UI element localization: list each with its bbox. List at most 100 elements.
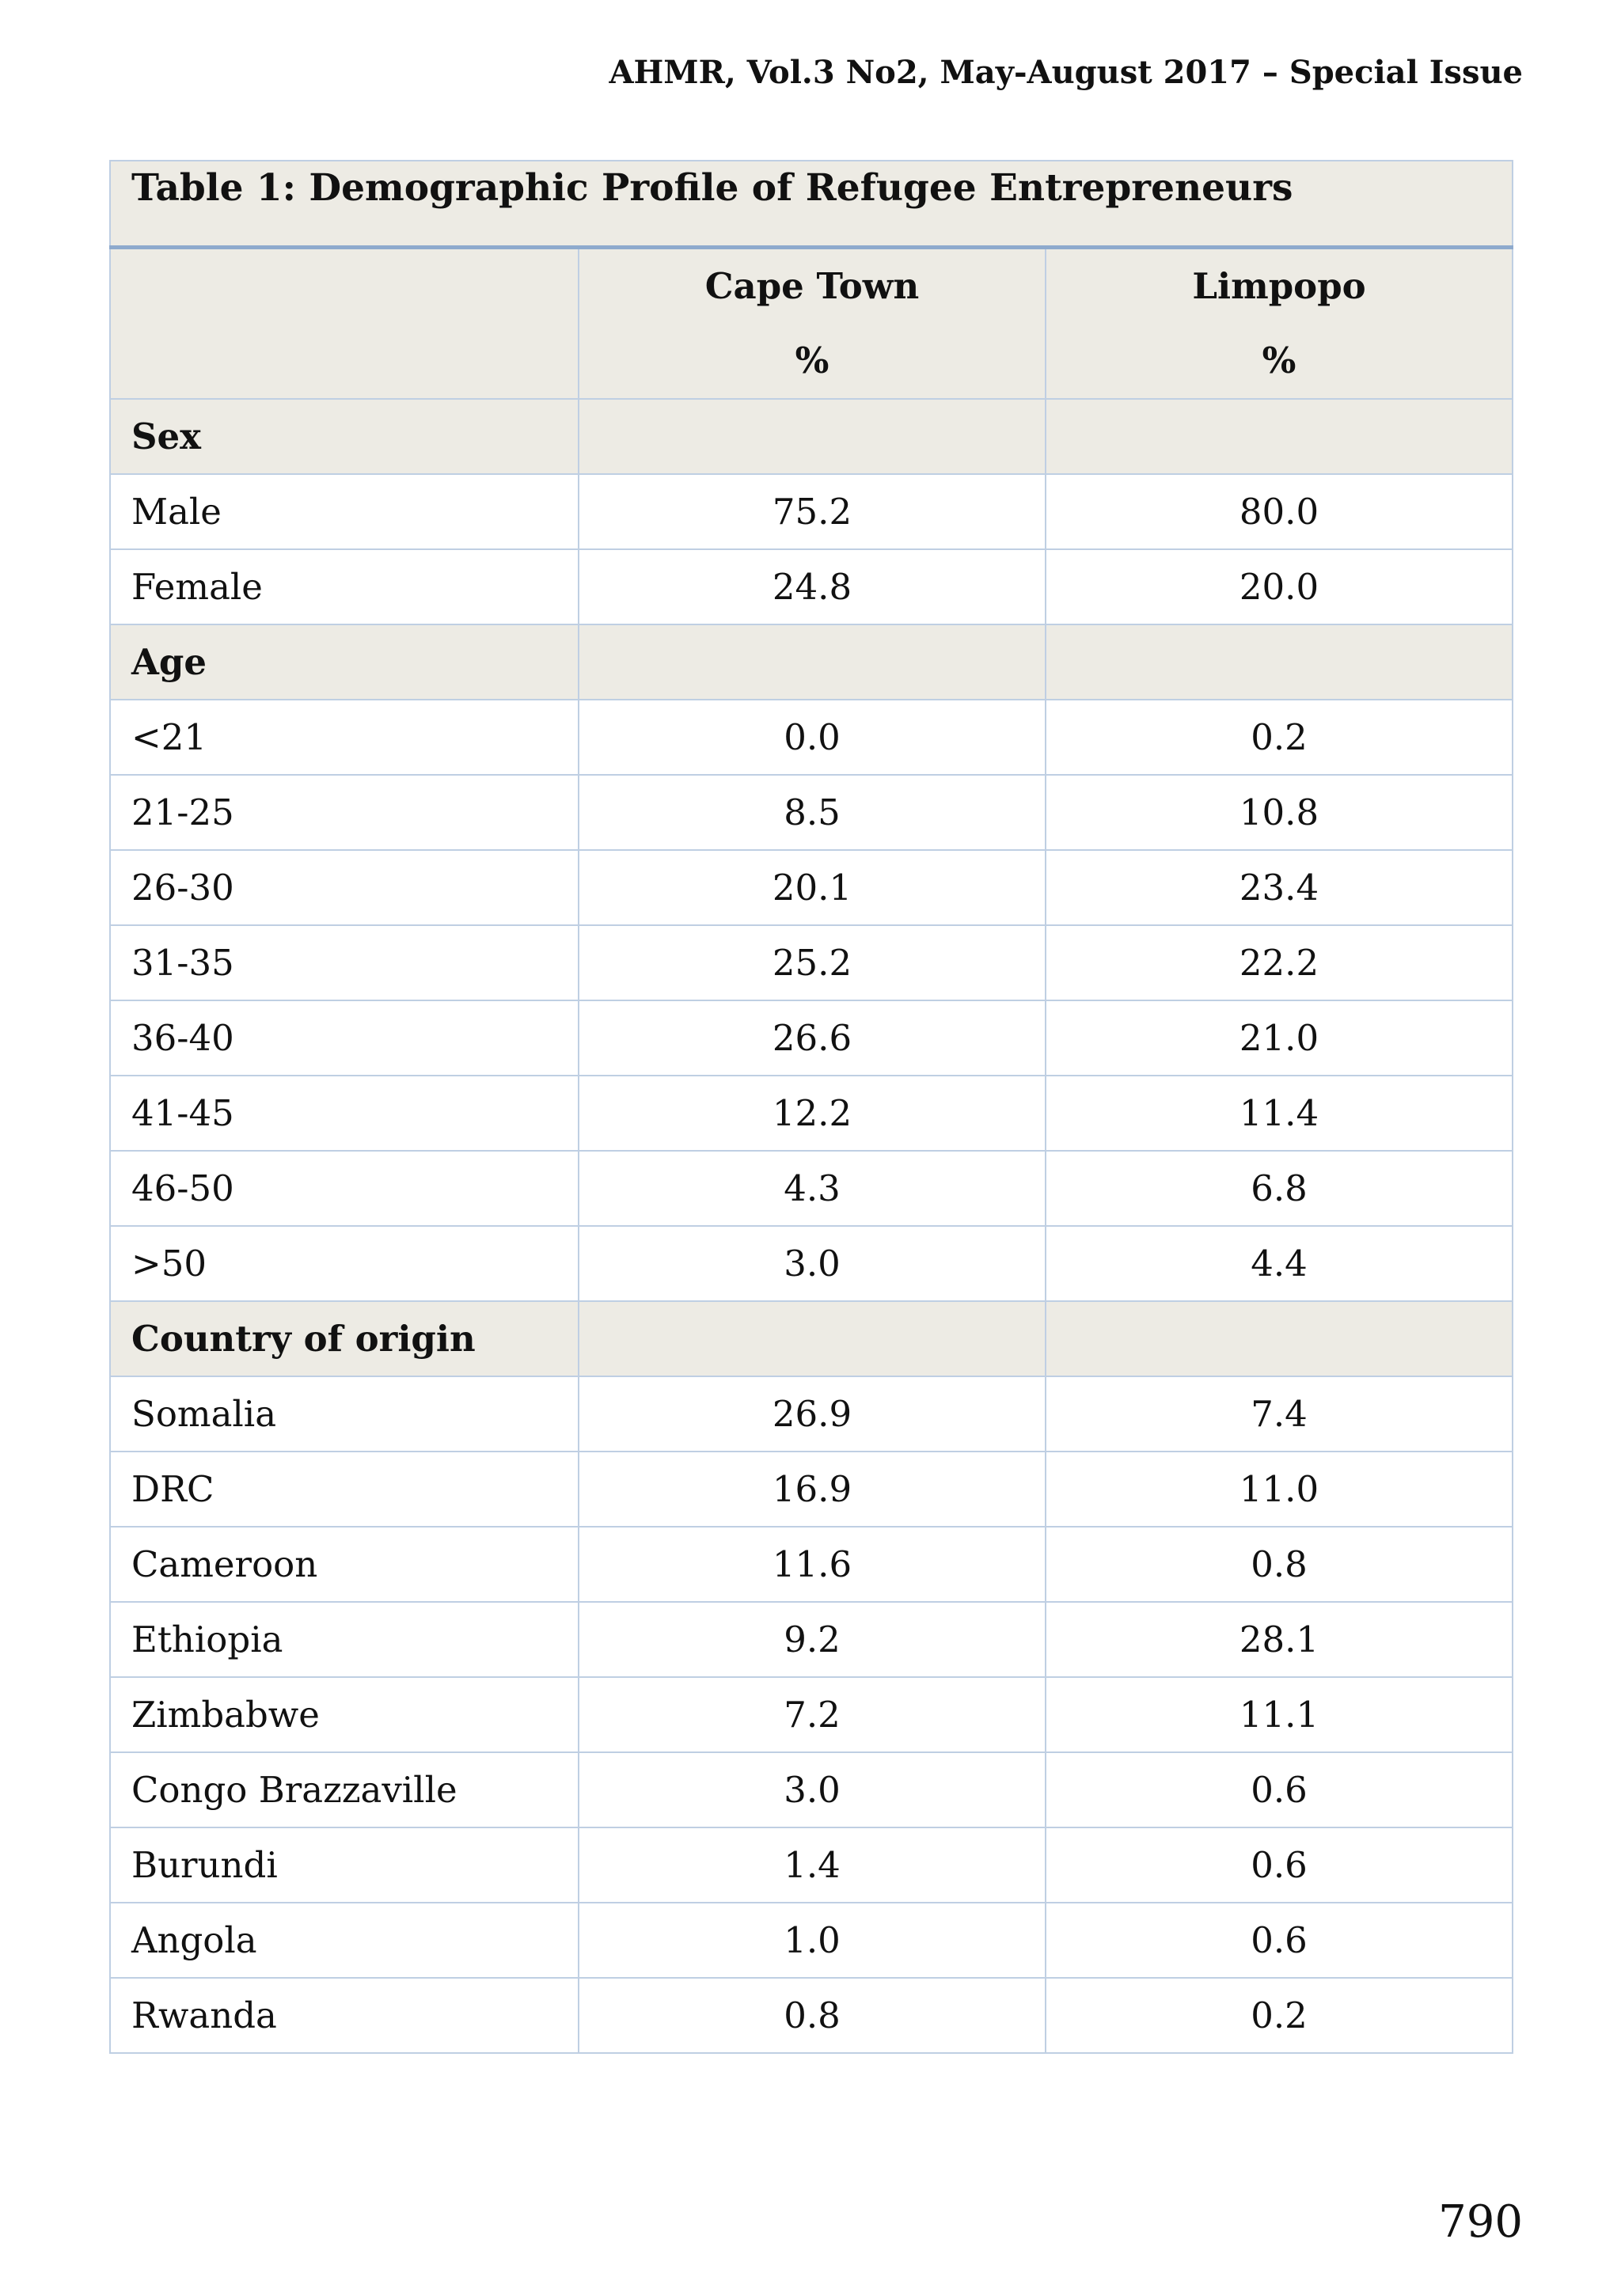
limpopo-value: 10.8 — [1044, 774, 1514, 851]
table-row: Burundi 1.4 0.6 — [109, 1827, 1514, 1903]
row-label: Female — [109, 548, 579, 625]
demographic-table: Table 1: Demographic Profile of Refugee … — [108, 160, 1514, 2054]
cape-town-value: 12.2 — [578, 1075, 1046, 1152]
table-row: Ethiopia 9.2 28.1 — [109, 1601, 1514, 1678]
limpopo-value: 80.0 — [1044, 473, 1514, 550]
table-row: Female 24.8 20.0 — [109, 548, 1514, 625]
table-title: Table 1: Demographic Profile of Refugee … — [108, 160, 1514, 249]
limpopo-value: 11.4 — [1044, 1075, 1514, 1152]
table-row: 41-45 12.2 11.4 — [109, 1075, 1514, 1152]
table-row: 26-30 20.1 23.4 — [109, 849, 1514, 926]
row-label: Rwanda — [109, 1977, 579, 2054]
limpopo-value: 11.1 — [1044, 1676, 1514, 1753]
column-header-limpopo: Limpopo % — [1044, 246, 1514, 400]
section-empty-cell — [1044, 1300, 1514, 1377]
section-empty-cell — [1044, 398, 1514, 475]
cape-town-value: 11.6 — [578, 1526, 1046, 1603]
table-row: 21-25 8.5 10.8 — [109, 774, 1514, 851]
row-label: Zimbabwe — [109, 1676, 579, 1753]
table-row: Somalia 26.9 7.4 — [109, 1376, 1514, 1452]
limpopo-value: 23.4 — [1044, 849, 1514, 926]
table-row: 46-50 4.3 6.8 — [109, 1150, 1514, 1227]
table-row: Rwanda 0.8 0.2 — [109, 1977, 1514, 2054]
limpopo-value: 0.6 — [1044, 1902, 1514, 1979]
row-label: 26-30 — [109, 849, 579, 926]
cape-town-value: 24.8 — [578, 548, 1046, 625]
limpopo-value: 11.0 — [1044, 1451, 1514, 1528]
table-row: <21 0.0 0.2 — [109, 699, 1514, 776]
cape-town-value: 1.0 — [578, 1902, 1046, 1979]
cape-town-value: 4.3 — [578, 1150, 1046, 1227]
row-label: >50 — [109, 1225, 579, 1302]
cape-town-value: 7.2 — [578, 1676, 1046, 1753]
row-label: Ethiopia — [109, 1601, 579, 1678]
table-row: Congo Brazzaville 3.0 0.6 — [109, 1751, 1514, 1828]
table-row: 36-40 26.6 21.0 — [109, 1000, 1514, 1076]
limpopo-value: 22.2 — [1044, 924, 1514, 1001]
column-header-limpopo-unit: % — [1262, 340, 1296, 381]
row-label: 36-40 — [109, 1000, 579, 1076]
limpopo-value: 28.1 — [1044, 1601, 1514, 1678]
row-label: <21 — [109, 699, 579, 776]
column-header-blank — [109, 246, 579, 400]
cape-town-value: 3.0 — [578, 1751, 1046, 1828]
row-label: 41-45 — [109, 1075, 579, 1152]
limpopo-value: 20.0 — [1044, 548, 1514, 625]
cape-town-value: 16.9 — [578, 1451, 1046, 1528]
cape-town-value: 3.0 — [578, 1225, 1046, 1302]
column-header-cape-town: Cape Town % — [578, 246, 1046, 400]
demographic-table-container: Table 1: Demographic Profile of Refugee … — [108, 160, 1514, 2054]
table-row: Cameroon 11.6 0.8 — [109, 1526, 1514, 1603]
column-header-row: Cape Town % Limpopo % — [109, 246, 1514, 400]
section-row: Country of origin — [109, 1300, 1514, 1377]
section-empty-cell — [578, 1300, 1046, 1377]
limpopo-value: 21.0 — [1044, 1000, 1514, 1076]
limpopo-value: 6.8 — [1044, 1150, 1514, 1227]
row-label: Angola — [109, 1902, 579, 1979]
cape-town-value: 26.9 — [578, 1376, 1046, 1452]
limpopo-value: 0.6 — [1044, 1827, 1514, 1903]
cape-town-value: 1.4 — [578, 1827, 1046, 1903]
row-label: 21-25 — [109, 774, 579, 851]
cape-town-value: 25.2 — [578, 924, 1046, 1001]
cape-town-value: 0.0 — [578, 699, 1046, 776]
table-row: 31-35 25.2 22.2 — [109, 924, 1514, 1001]
row-label: DRC — [109, 1451, 579, 1528]
cape-town-value: 75.2 — [578, 473, 1046, 550]
column-header-limpopo-name: Limpopo — [1192, 265, 1366, 307]
section-empty-cell — [1044, 624, 1514, 700]
row-label: Cameroon — [109, 1526, 579, 1603]
running-header: AHMR, Vol.3 No2, May-August 2017 – Speci… — [609, 54, 1523, 91]
cape-town-value: 0.8 — [578, 1977, 1046, 2054]
row-label: Congo Brazzaville — [109, 1751, 579, 1828]
table-row: Male 75.2 80.0 — [109, 473, 1514, 550]
limpopo-value: 0.2 — [1044, 699, 1514, 776]
limpopo-value: 0.6 — [1044, 1751, 1514, 1828]
section-row: Age — [109, 624, 1514, 700]
limpopo-value: 0.8 — [1044, 1526, 1514, 1603]
table-row: DRC 16.9 11.0 — [109, 1451, 1514, 1528]
cape-town-value: 26.6 — [578, 1000, 1046, 1076]
row-label: 46-50 — [109, 1150, 579, 1227]
row-label: Somalia — [109, 1376, 579, 1452]
table-row: Angola 1.0 0.6 — [109, 1902, 1514, 1979]
table-title-row: Table 1: Demographic Profile of Refugee … — [108, 160, 1514, 249]
cape-town-value: 9.2 — [578, 1601, 1046, 1678]
section-row: Sex — [109, 398, 1514, 475]
limpopo-value: 0.2 — [1044, 1977, 1514, 2054]
table-row: Zimbabwe 7.2 11.1 — [109, 1676, 1514, 1753]
cape-town-value: 8.5 — [578, 774, 1046, 851]
cape-town-value: 20.1 — [578, 849, 1046, 926]
limpopo-value: 4.4 — [1044, 1225, 1514, 1302]
section-empty-cell — [578, 624, 1046, 700]
section-label: Sex — [109, 398, 579, 475]
column-header-cape-town-name: Cape Town — [704, 265, 920, 307]
column-header-cape-town-unit: % — [795, 340, 829, 381]
section-label: Age — [109, 624, 579, 700]
section-empty-cell — [578, 398, 1046, 475]
row-label: Burundi — [109, 1827, 579, 1903]
row-label: 31-35 — [109, 924, 579, 1001]
row-label: Male — [109, 473, 579, 550]
limpopo-value: 7.4 — [1044, 1376, 1514, 1452]
page-number: 790 — [1438, 2196, 1523, 2248]
